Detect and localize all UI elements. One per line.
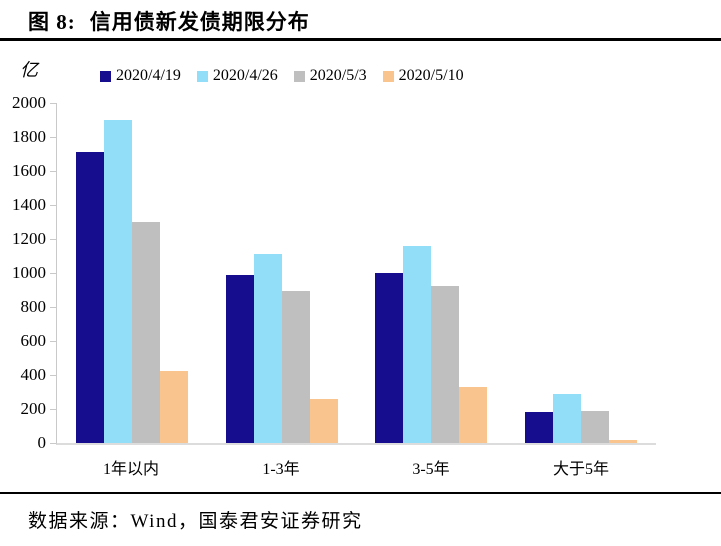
legend-swatch [293, 70, 305, 82]
y-tick-label: 1200 [12, 229, 46, 248]
legend-swatch [196, 70, 208, 82]
y-tick-mark [50, 136, 56, 138]
y-tick-mark [50, 340, 56, 342]
bar-2020/4/19-大于5年 [525, 412, 554, 443]
legend-label: 2020/4/19 [116, 67, 181, 84]
y-tick-label: 800 [20, 297, 47, 316]
y-tick-label: 400 [20, 365, 47, 384]
y-tick-mark [50, 374, 56, 376]
y-tick-label: 1400 [12, 195, 46, 214]
y-tick-mark [50, 204, 56, 206]
y-tick-mark [50, 238, 56, 240]
plot-area [56, 103, 656, 445]
data-source-text: 数据来源：Wind，国泰君安证券研究 [28, 511, 363, 532]
bar-group [57, 103, 207, 443]
y-axis-unit-label: 亿 [20, 60, 38, 80]
figure-number-label: 图 8: [28, 10, 76, 34]
bar-2020/5/3-3-5年 [431, 285, 460, 443]
footer-divider [0, 492, 721, 494]
x-axis-label: 大于5年 [552, 461, 609, 478]
y-tick-label: 1600 [12, 161, 46, 180]
bar-2020/5/3-大于5年 [581, 410, 610, 443]
figure-title: 图 8: 信用债新发债期限分布 [28, 6, 310, 36]
legend-swatch [382, 70, 394, 82]
bar-group [207, 103, 357, 443]
bar-2020/4/26-3-5年 [403, 245, 432, 443]
figure-title-text: 信用债新发债期限分布 [89, 10, 310, 34]
bar-2020/5/10-3-5年 [459, 386, 488, 443]
x-axis-label: 1-3年 [262, 461, 300, 478]
legend-item: 2020/4/19 [100, 67, 181, 85]
bar-2020/5/10-1-3年 [309, 398, 338, 443]
bar-2020/5/10-1年以内 [159, 370, 188, 443]
y-tick-mark [50, 272, 56, 274]
bar-2020/5/3-1年以内 [131, 222, 160, 443]
y-tick-label: 2000 [12, 93, 46, 112]
bar-group [357, 103, 507, 443]
legend-item: 2020/4/26 [196, 67, 278, 85]
y-tick-mark [50, 102, 56, 104]
bar-group [506, 103, 656, 443]
legend-label: 2020/4/26 [212, 67, 278, 84]
legend-swatch [100, 70, 111, 82]
bar-2020/4/19-3-5年 [375, 273, 404, 443]
y-tick-label: 1000 [12, 263, 46, 282]
y-tick-mark [50, 306, 56, 308]
y-tick-mark [50, 408, 56, 410]
bar-2020/4/19-1-3年 [225, 274, 254, 443]
legend-item: 2020/5/3 [293, 67, 367, 85]
x-axis-label: 3-5年 [412, 461, 450, 478]
y-tick-label: 0 [37, 433, 47, 452]
y-axis: 0 200 400 600 800 1000 1200 1400 1600 1800 2000 [0, 94, 56, 452]
x-axis-label: 1年以内 [102, 461, 159, 478]
bar-2020/5/10-大于5年 [609, 439, 638, 443]
y-tick-mark [50, 170, 56, 172]
legend-label: 2020/5/10 [398, 67, 464, 84]
bar-2020/4/26-大于5年 [553, 393, 582, 443]
bar-2020/4/19-1年以内 [75, 152, 104, 443]
legend-label: 2020/5/3 [309, 67, 367, 84]
x-axis-labels: 1年以内 1-3年 3-5年 大于5年 [56, 455, 656, 479]
bar-2020/4/26-1-3年 [253, 254, 282, 443]
title-divider [0, 38, 721, 41]
y-tick-label: 1800 [12, 127, 46, 146]
bar-2020/4/26-1年以内 [103, 120, 132, 443]
bar-groups [57, 103, 656, 443]
chart-legend: 2020/4/19 2020/4/26 2020/5/3 2020/5/10 [100, 67, 464, 85]
legend-item: 2020/5/10 [382, 67, 464, 85]
y-tick-mark [50, 442, 56, 444]
y-tick-label: 600 [20, 331, 47, 350]
bar-2020/5/3-1-3年 [281, 290, 310, 443]
y-tick-label: 200 [20, 399, 47, 418]
